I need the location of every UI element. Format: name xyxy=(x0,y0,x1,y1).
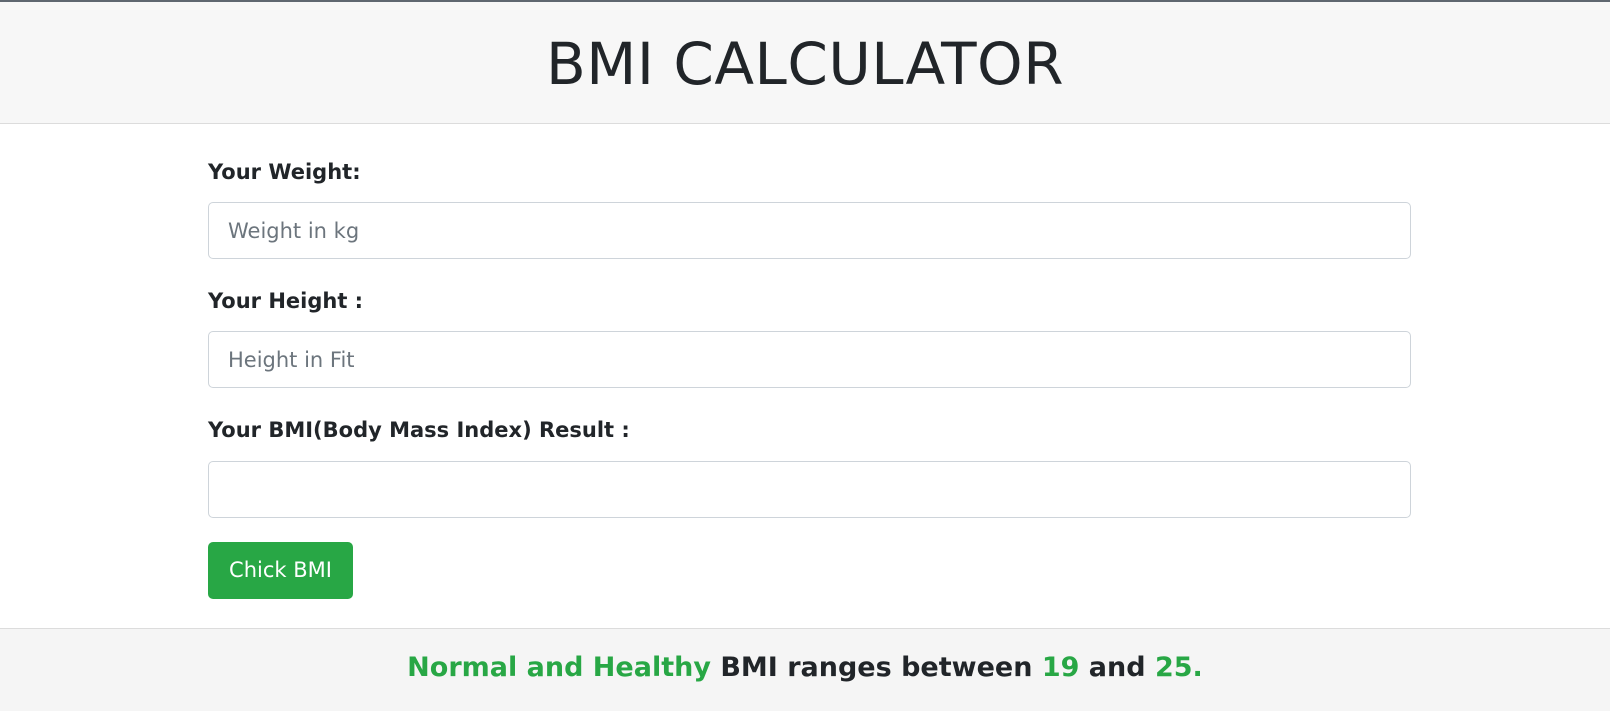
bmi-min-value: 19 xyxy=(1041,652,1080,683)
weight-input[interactable] xyxy=(208,202,1411,259)
bmi-max-value: 25. xyxy=(1154,652,1203,683)
height-input[interactable] xyxy=(208,331,1411,388)
footer-middle-text: BMI ranges between xyxy=(710,652,1042,683)
weight-label: Your Weight: xyxy=(208,160,361,184)
bmi-info-footer: Normal and Healthy BMI ranges between 19… xyxy=(0,628,1610,711)
healthy-highlight: Normal and Healthy xyxy=(407,652,711,683)
height-label: Your Height : xyxy=(208,289,364,313)
page-title: BMI CALCULATOR xyxy=(545,30,1064,98)
result-field[interactable] xyxy=(208,461,1411,518)
check-bmi-button[interactable]: Chick BMI xyxy=(208,542,353,599)
page-header: BMI CALCULATOR xyxy=(0,0,1610,124)
result-label: Your BMI(Body Mass Index) Result : xyxy=(208,418,630,442)
footer-and-text: and xyxy=(1079,652,1155,683)
